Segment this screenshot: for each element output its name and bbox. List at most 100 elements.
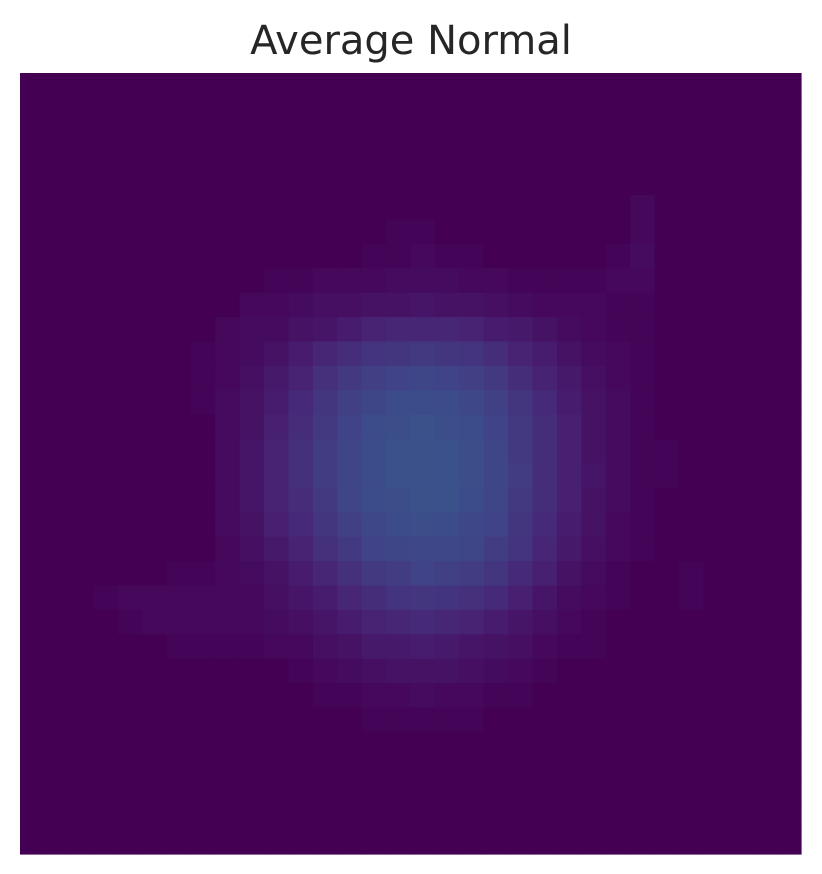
heatmap-cell [288, 487, 314, 513]
heatmap-cell [752, 805, 778, 831]
heatmap-cell [776, 390, 802, 416]
heatmap-cell [630, 487, 656, 513]
heatmap-cell [630, 609, 656, 635]
heatmap-cell [68, 829, 94, 855]
heatmap-cell [483, 317, 509, 343]
heatmap-cell [288, 195, 314, 221]
heatmap-cell [483, 487, 509, 513]
heatmap-cell [508, 609, 534, 635]
heatmap-cell [215, 121, 241, 147]
heatmap-cell [556, 365, 582, 391]
heatmap-cell [678, 634, 704, 660]
heatmap-cell [434, 439, 460, 465]
heatmap-cell [752, 317, 778, 343]
heatmap-cell [678, 73, 704, 99]
heatmap-cell [20, 97, 46, 123]
heatmap-cell [703, 170, 729, 196]
heatmap-cell [44, 73, 70, 99]
heatmap-cell [605, 805, 631, 831]
heatmap-cell [312, 780, 338, 806]
heatmap-cell [605, 536, 631, 562]
heatmap-cell [44, 195, 70, 221]
heatmap-cell [434, 268, 460, 294]
heatmap-cell [532, 414, 558, 440]
heatmap-cell [386, 292, 412, 318]
heatmap-cell [361, 634, 387, 660]
heatmap-cell [532, 463, 558, 489]
heatmap-cell [264, 195, 290, 221]
heatmap-cell [215, 341, 241, 367]
heatmap-cell [605, 365, 631, 391]
heatmap-cell [337, 683, 363, 709]
heatmap-cell [581, 317, 607, 343]
heatmap-cell [410, 170, 436, 196]
heatmap-cell [727, 512, 753, 538]
heatmap-cell [386, 487, 412, 513]
heatmap-cell [215, 463, 241, 489]
heatmap-cell [776, 731, 802, 757]
heatmap-cell [68, 243, 94, 269]
heatmap-cell [508, 805, 534, 831]
heatmap-cell [678, 561, 704, 587]
heatmap-cell [581, 585, 607, 611]
heatmap-cell [117, 658, 143, 684]
heatmap-cell [288, 341, 314, 367]
heatmap-cell [190, 805, 216, 831]
heatmap-cell [68, 756, 94, 782]
heatmap-cell [654, 805, 680, 831]
heatmap-cell [434, 585, 460, 611]
heatmap-cell [142, 268, 168, 294]
heatmap-cell [459, 97, 485, 123]
heatmap-cell [410, 805, 436, 831]
heatmap-cell [703, 609, 729, 635]
heatmap-cell [532, 365, 558, 391]
heatmap-cell [776, 195, 802, 221]
heatmap-cell [556, 634, 582, 660]
heatmap-cell [166, 195, 192, 221]
heatmap-cell [68, 341, 94, 367]
heatmap-cell [410, 268, 436, 294]
heatmap-cell [288, 243, 314, 269]
heatmap-cell [605, 170, 631, 196]
heatmap-cell [508, 658, 534, 684]
heatmap-cell [386, 365, 412, 391]
heatmap-cell [312, 487, 338, 513]
heatmap-cell [264, 683, 290, 709]
heatmap-cell [483, 707, 509, 733]
heatmap-cell [727, 195, 753, 221]
heatmap-cell [288, 756, 314, 782]
heatmap-cell [44, 292, 70, 318]
heatmap-cell [20, 341, 46, 367]
heatmap-cell [142, 707, 168, 733]
heatmap-cell [337, 365, 363, 391]
heatmap-cell [264, 390, 290, 416]
heatmap-cell [654, 585, 680, 611]
heatmap-cell [312, 390, 338, 416]
heatmap-cell [361, 365, 387, 391]
heatmap-cell [459, 561, 485, 587]
heatmap-cell [20, 146, 46, 172]
heatmap-cell [776, 146, 802, 172]
heatmap-cell [386, 414, 412, 440]
heatmap-cell [337, 585, 363, 611]
heatmap-cell [190, 146, 216, 172]
heatmap-cell [93, 805, 119, 831]
heatmap-cell [44, 487, 70, 513]
heatmap-cell [483, 731, 509, 757]
heatmap-cell [678, 829, 704, 855]
heatmap-cell [605, 585, 631, 611]
heatmap-cell [459, 292, 485, 318]
heatmap-cell [630, 585, 656, 611]
heatmap-cell [142, 341, 168, 367]
heatmap-cell [166, 268, 192, 294]
heatmap-cell [532, 561, 558, 587]
heatmap-cell [483, 756, 509, 782]
heatmap-cell [581, 365, 607, 391]
heatmap-cell [752, 73, 778, 99]
heatmap-cell [508, 683, 534, 709]
heatmap-cell [44, 634, 70, 660]
heatmap-cell [630, 414, 656, 440]
heatmap-cell [410, 536, 436, 562]
heatmap-cell [410, 707, 436, 733]
heatmap-cell [410, 829, 436, 855]
